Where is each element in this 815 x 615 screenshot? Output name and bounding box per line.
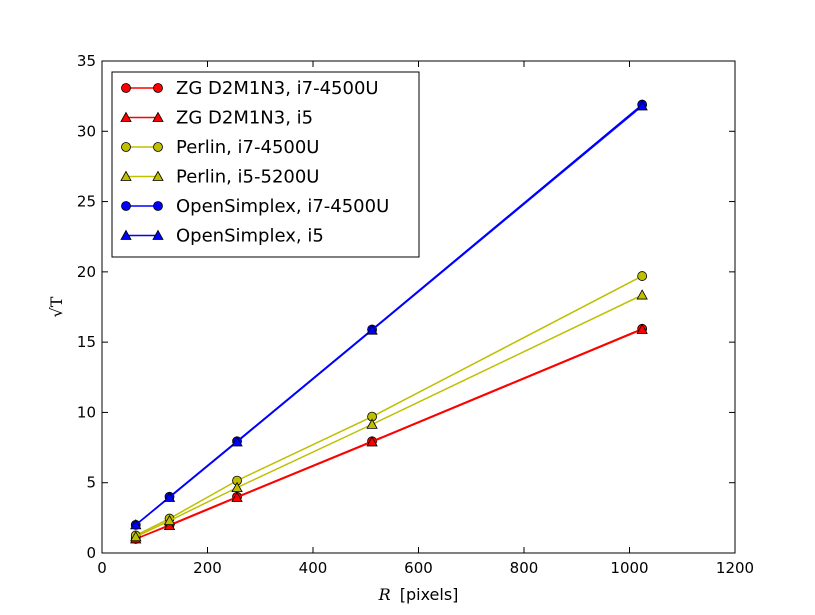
- data-point: [163, 514, 176, 526]
- data-point: [130, 531, 142, 542]
- y-tick-label: 0: [86, 544, 96, 562]
- legend-marker: [120, 229, 132, 240]
- legend-box: [111, 71, 420, 258]
- series-5: [130, 100, 648, 530]
- x-tick-label: 800: [510, 559, 539, 577]
- x-tick-label: 1000: [610, 559, 648, 577]
- plot-area: [130, 99, 648, 544]
- legend-item: OpenSimplex, i5: [120, 226, 324, 247]
- legend-marker: [120, 111, 132, 122]
- x-tick-label: 600: [404, 559, 433, 577]
- x-tick-label: 0: [97, 559, 107, 577]
- legend-label: ZG D2M1N3, i7-4500U: [176, 78, 379, 99]
- legend-marker: [121, 142, 131, 152]
- y-tick-label: 20: [77, 263, 96, 281]
- legend-marker: [153, 201, 163, 211]
- legend-marker: [153, 83, 163, 93]
- data-point: [636, 100, 648, 111]
- x-tick-label: 200: [193, 559, 222, 577]
- legend-label: OpenSimplex, i5: [176, 226, 324, 247]
- data-point: [366, 436, 378, 447]
- data-point: [130, 519, 142, 530]
- x-tick-label: 1200: [716, 559, 754, 577]
- y-tick-label: 25: [77, 193, 96, 211]
- legend-marker: [152, 111, 164, 122]
- data-point: [231, 491, 243, 502]
- data-point: [636, 323, 648, 334]
- data-point: [163, 519, 176, 530]
- data-point: [231, 436, 243, 447]
- y-tick-label: 35: [77, 52, 96, 70]
- axis-ticks: 0 200 400 600 800 1000 1200 0 5 10 15 20 25 30 35: [77, 52, 754, 577]
- legend-item: Perlin, i5-5200U: [120, 167, 319, 188]
- legend-label: Perlin, i5-5200U: [176, 167, 319, 188]
- legend-item: ZG D2M1N3, i5: [120, 108, 313, 129]
- y-tick-label: 10: [77, 403, 96, 421]
- legend-marker: [152, 170, 164, 181]
- data-point: [366, 324, 378, 335]
- x-axis-label: R [pixels]: [378, 585, 459, 604]
- legend-marker: [152, 229, 164, 240]
- x-tick-label: 400: [299, 559, 328, 577]
- data-point: [637, 271, 648, 281]
- data-point: [163, 491, 176, 502]
- data-point: [636, 289, 648, 300]
- series-3: [130, 289, 648, 542]
- legend-item: OpenSimplex, i7-4500U: [121, 196, 389, 217]
- legend-marker: [120, 170, 132, 181]
- legend-marker: [121, 201, 131, 211]
- y-tick-label: 5: [86, 474, 96, 492]
- x-axis-label-unit: [pixels]: [400, 585, 459, 604]
- axes-frame: [101, 60, 736, 554]
- legend-label: ZG D2M1N3, i5: [176, 108, 313, 129]
- y-tick-label: 15: [77, 333, 96, 351]
- legend-item: ZG D2M1N3, i7-4500U: [121, 78, 379, 99]
- data-point: [231, 481, 243, 493]
- y-axis-label: √T: [47, 296, 66, 317]
- legend-label: OpenSimplex, i7-4500U: [176, 196, 389, 217]
- legend-marker: [121, 83, 131, 93]
- y-tick-label: 30: [77, 122, 96, 140]
- x-axis-label-var: R: [378, 585, 391, 604]
- legend-item: Perlin, i7-4500U: [121, 137, 319, 158]
- legend-label: Perlin, i7-4500U: [176, 137, 319, 158]
- legend: ZG D2M1N3, i7-4500U ZG D2M1N3, i5 Perlin, …: [111, 71, 420, 258]
- data-point: [366, 418, 378, 429]
- legend-marker: [153, 142, 163, 152]
